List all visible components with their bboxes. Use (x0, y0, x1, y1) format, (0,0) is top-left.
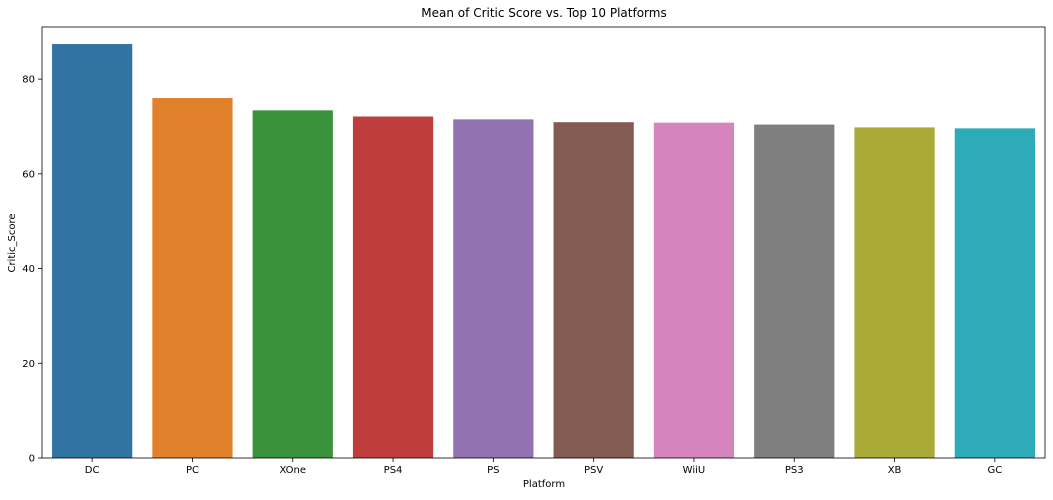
y-tick-label: 80 (22, 75, 35, 86)
x-tick-label: PSV (584, 465, 603, 476)
chart-title: Mean of Critic Score vs. Top 10 Platform… (421, 6, 666, 20)
y-tick-label: 60 (22, 169, 35, 180)
bar-ps4 (352, 116, 434, 458)
bar-xb (854, 127, 935, 459)
x-tick-label: PS (487, 465, 499, 476)
y-axis: 0 20 40 60 80 (22, 75, 42, 465)
bar-gc (954, 128, 1035, 458)
x-tick-label: XOne (279, 465, 306, 476)
bar-xone (252, 110, 333, 458)
x-tick-label: GC (987, 465, 1002, 476)
x-tick-label: WiiU (683, 465, 706, 476)
plot-area (41, 26, 1046, 459)
x-tick-label: PS3 (785, 465, 804, 476)
x-tick-label: PS4 (384, 465, 403, 476)
y-tick-label: 0 (29, 454, 35, 465)
x-axis-label: Platform (523, 479, 565, 490)
y-axis-label: Critic_Score (7, 213, 18, 272)
bar-ps3 (754, 124, 835, 459)
x-tick-label: DC (85, 465, 100, 476)
bar-pc (152, 98, 233, 459)
x-tick-label: XB (888, 465, 902, 476)
bar-wiiu (653, 122, 735, 458)
bar-dc (52, 44, 133, 459)
plot-frame (41, 26, 1046, 459)
x-axis: DC PC XOne PS4 PS PSV WiiU PS3 XB GC (85, 458, 1002, 476)
bar-ps (453, 119, 534, 458)
x-tick-label: PC (186, 465, 199, 476)
y-tick-label: 20 (22, 359, 35, 370)
y-tick-label: 40 (22, 264, 35, 275)
bar-psv (553, 122, 634, 458)
